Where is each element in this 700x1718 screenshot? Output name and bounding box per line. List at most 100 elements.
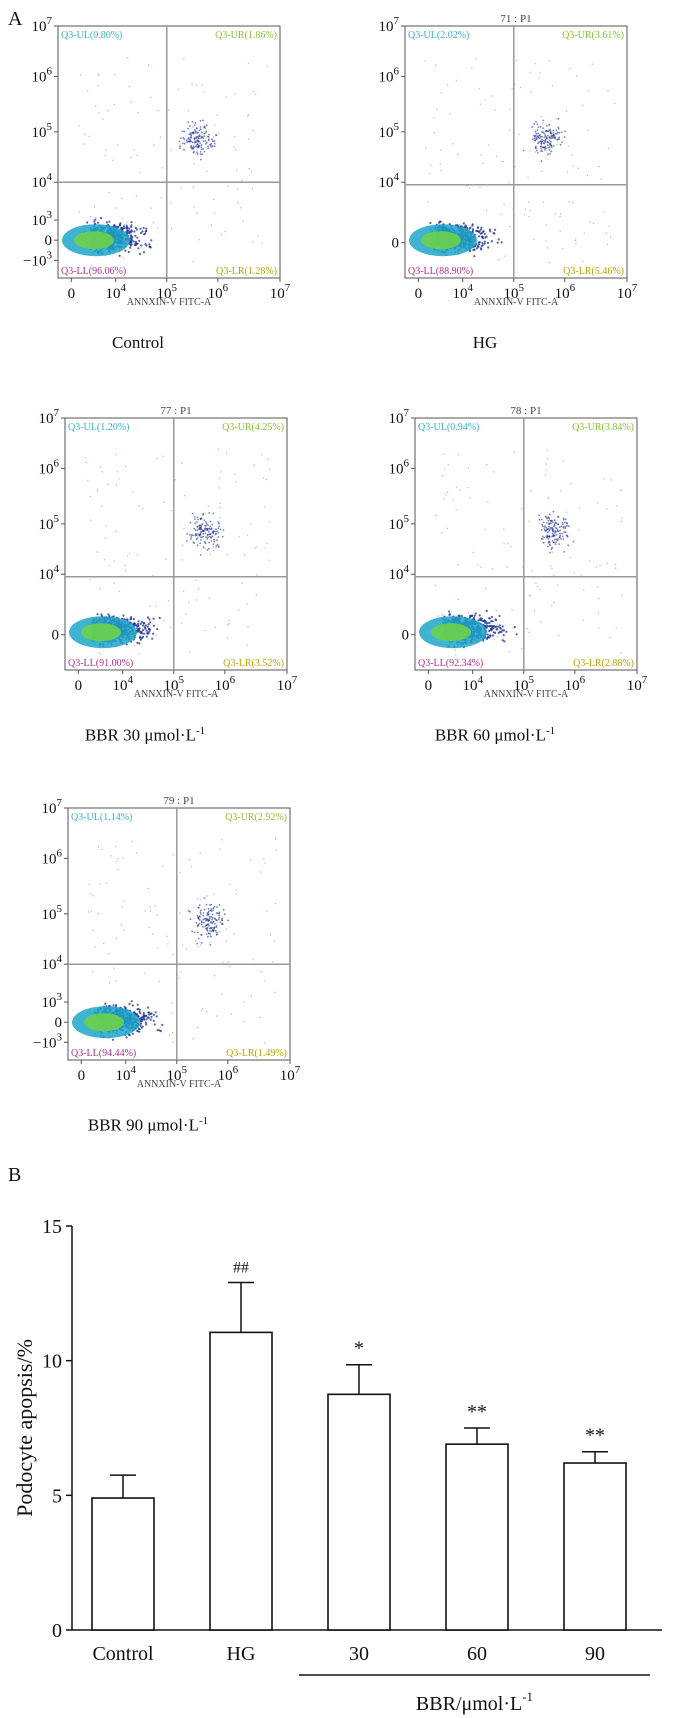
event-dot xyxy=(551,535,554,538)
event-dot xyxy=(548,525,550,528)
event-dot xyxy=(547,519,550,522)
event-dot xyxy=(105,221,108,224)
event-dot xyxy=(215,926,218,929)
event-dot xyxy=(540,160,543,163)
event-dot xyxy=(269,934,272,936)
event-dot xyxy=(197,937,200,940)
event-dot xyxy=(440,149,442,151)
event-dot xyxy=(219,502,221,504)
event-dot xyxy=(458,223,460,226)
event-dot xyxy=(274,838,277,840)
event-dot xyxy=(192,126,194,128)
event-dot xyxy=(613,102,616,105)
event-dot xyxy=(274,991,276,994)
event-dot xyxy=(221,839,223,841)
event-dot xyxy=(468,250,472,253)
event-dot xyxy=(157,109,159,112)
event-dot xyxy=(181,130,184,133)
event-dot xyxy=(200,148,203,151)
event-dot xyxy=(527,176,529,178)
event-dot xyxy=(530,595,532,597)
event-dot xyxy=(252,129,254,132)
event-dot xyxy=(90,910,93,912)
event-dot xyxy=(505,630,508,633)
event-dot xyxy=(210,540,213,542)
event-dot xyxy=(551,529,554,532)
event-dot xyxy=(533,238,535,241)
event-dot xyxy=(139,1012,142,1015)
event-dot xyxy=(430,164,432,166)
event-dot xyxy=(126,229,129,233)
event-dot xyxy=(535,132,538,135)
event-dot xyxy=(147,623,150,626)
event-dot xyxy=(103,559,106,561)
event-dot xyxy=(209,933,212,935)
event-dot xyxy=(204,541,206,543)
event-dot xyxy=(125,224,128,227)
quadrant-label-ll: Q3-LL(96.06%) xyxy=(61,266,126,277)
event-dot xyxy=(592,222,595,225)
event-dot xyxy=(548,528,551,531)
event-dot xyxy=(152,624,156,627)
event-dot xyxy=(99,653,102,656)
event-dot xyxy=(484,236,487,239)
event-dot xyxy=(571,154,573,156)
event-dot xyxy=(467,467,470,469)
event-dot xyxy=(218,525,221,528)
event-dot xyxy=(129,246,132,249)
event-dot xyxy=(502,629,506,632)
event-dot xyxy=(551,604,553,607)
event-dot xyxy=(122,256,124,258)
event-dot xyxy=(507,543,509,545)
event-dot xyxy=(134,240,138,243)
event-dot xyxy=(531,570,533,572)
event-dot xyxy=(136,242,139,245)
significance-label: ** xyxy=(585,1425,605,1447)
x-tick-label: 104 xyxy=(462,674,483,694)
event-dot xyxy=(497,238,500,241)
event-dot xyxy=(216,543,219,546)
event-dot xyxy=(199,899,201,901)
event-dot xyxy=(577,167,580,169)
event-dot xyxy=(101,848,104,851)
event-dot xyxy=(182,137,185,139)
caption-text: HG xyxy=(472,333,498,352)
event-dot xyxy=(471,224,474,227)
event-dot xyxy=(553,602,555,604)
event-dot xyxy=(548,136,551,139)
event-dot xyxy=(484,99,486,101)
event-dot xyxy=(469,497,471,499)
event-dot xyxy=(183,148,185,151)
event-dot xyxy=(148,926,150,929)
event-dot xyxy=(487,246,490,249)
event-dot xyxy=(200,518,202,520)
event-dot xyxy=(476,226,480,229)
event-dot xyxy=(207,919,210,922)
event-dot xyxy=(207,505,210,507)
flow-plot-axes: Q3-UL(0.80%) Q3-UR(1.86%)Q3-LL(96.06%) Q3-… xyxy=(23,15,291,308)
x-tick-label: 0 xyxy=(415,286,423,302)
event-dot xyxy=(122,614,125,617)
event-dot xyxy=(267,458,269,461)
event-dot xyxy=(123,1005,126,1008)
event-dot xyxy=(194,145,197,148)
event-dot xyxy=(187,127,190,130)
event-dot xyxy=(544,140,546,142)
event-dot xyxy=(529,210,531,212)
event-dot xyxy=(547,141,550,144)
x-tick-label: 104 xyxy=(112,674,133,694)
event-dot xyxy=(124,570,127,572)
event-dot xyxy=(179,871,181,874)
event-dot xyxy=(424,147,427,149)
event-dot xyxy=(479,247,482,250)
event-dot xyxy=(194,522,197,525)
event-dot xyxy=(513,625,516,629)
event-dot xyxy=(493,624,496,627)
event-dot xyxy=(551,519,553,522)
event-dot xyxy=(210,930,213,933)
event-dot xyxy=(486,463,488,466)
event-dot xyxy=(140,244,143,247)
event-dot xyxy=(90,519,92,521)
